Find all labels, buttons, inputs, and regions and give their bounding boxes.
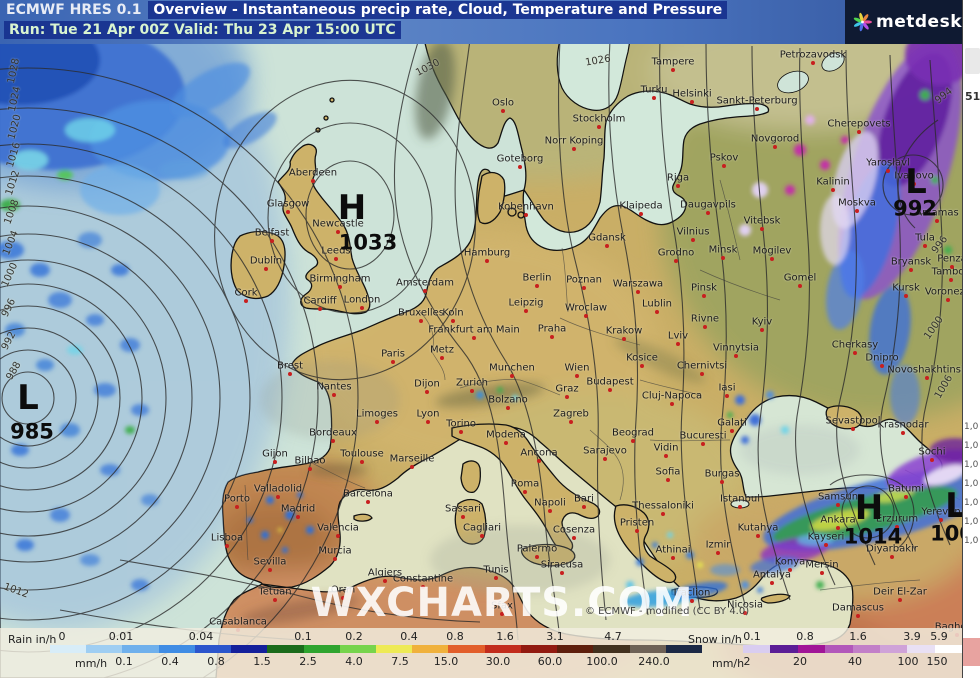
snow-legend-tick: 5.9 (930, 630, 948, 643)
rain-legend-unit: mm/h (75, 657, 108, 670)
corsica (460, 460, 481, 494)
copyright-text: © ECMWF - modified (CC BY 4.0) (585, 606, 750, 617)
metdesk-logo-text: metdesk (876, 12, 962, 32)
colorbar-segment (303, 645, 340, 653)
colorbar-segment (231, 645, 268, 653)
header-bar: ECMWF HRES 0.1 Overview - Instantaneous … (0, 0, 980, 44)
colorbar-segment (194, 645, 232, 653)
colorbar-segment (629, 645, 666, 653)
rain-legend-tick: 0.04 (188, 630, 214, 643)
rain-legend-tick: 0 (58, 630, 66, 643)
margin-list-fragment: 1,0 (964, 460, 979, 470)
rain-legend-tick: 100.0 (586, 655, 618, 668)
rain-legend-tick: 60.0 (537, 655, 563, 668)
rain-legend-tick: 4.0 (345, 655, 363, 668)
colorbar-segment (825, 645, 853, 653)
snow-legend-tick: 2 (743, 655, 751, 668)
colorbar-segment (557, 645, 594, 653)
rain-legend-tick: 4.7 (604, 630, 622, 643)
margin-list-fragment: 1,0 (964, 441, 979, 451)
rain-legend-tick: 0.01 (108, 630, 134, 643)
margin-list-fragment: 1,0 (964, 498, 979, 508)
colorbar-segment (797, 645, 826, 653)
run-line: Run: Tue 21 Apr 00Z Valid: Thu 23 Apr 15… (4, 21, 401, 39)
colorbar-segment (520, 645, 558, 653)
baltic-sea (522, 90, 770, 251)
colorbar-segment (50, 645, 87, 653)
chart-title: Overview - Instantaneous precip rate, Cl… (148, 1, 728, 19)
rain-colorbar (50, 645, 702, 653)
metdesk-logo: metdesk (845, 0, 962, 44)
snow-legend-tick: 3.9 (903, 630, 921, 643)
colorbar-segment (412, 645, 449, 653)
colorbar-segment (665, 645, 702, 653)
ireland (230, 230, 286, 300)
rain-legend-tick: 0.1 (115, 655, 133, 668)
britain (277, 143, 371, 315)
snow-legend-tick: 0.8 (796, 630, 814, 643)
colorbar-segment (593, 645, 630, 653)
snow-legend-tick: 20 (793, 655, 807, 668)
margin-list-fragment: 1,0 (964, 422, 979, 432)
snow-legend-tick: 0.1 (743, 630, 761, 643)
run-valid-text: Run: Tue 21 Apr 00Z Valid: Thu 23 Apr 15… (4, 21, 401, 39)
margin-list-fragment: 1,0 (964, 479, 979, 489)
rain-legend-tick: 0.4 (400, 630, 418, 643)
title-line: ECMWF HRES 0.1 Overview - Instantaneous … (4, 1, 728, 19)
rain-legend-tick: 1.6 (496, 630, 514, 643)
product-name: ECMWF HRES 0.1 (6, 2, 142, 18)
page-side-margin: 51 1,0 1,0 1,0 1,0 1,0 1,0 1,0 (962, 0, 980, 678)
snow-legend-unit: mm/h (712, 657, 745, 670)
colorbar-segment (852, 645, 880, 653)
colorbar-segment (158, 645, 195, 653)
cyprus (760, 593, 791, 604)
watermark: WXCHARTS.COM (310, 580, 694, 626)
rain-legend-tick: 0.8 (446, 630, 464, 643)
mallorca (353, 513, 373, 522)
colorbar-segment (339, 645, 376, 653)
colorbar-segment (375, 645, 413, 653)
colorbar-segment (86, 645, 123, 653)
colorbar-segment (448, 645, 485, 653)
margin-gray-block (965, 48, 980, 74)
colorbar-segment (770, 645, 798, 653)
snow-legend-title: Snow in/h (688, 633, 742, 646)
snow-legend-tick: 40 (848, 655, 862, 668)
snow-legend-tick: 100 (897, 655, 919, 668)
margin-list-fragment: 1,0 (964, 536, 979, 546)
rain-legend-tick: 30.0 (485, 655, 511, 668)
rain-legend-tick: 0.2 (345, 630, 363, 643)
metdesk-pinwheel-icon (853, 12, 872, 32)
margin-pink-fragment (963, 638, 980, 666)
colorbar-segment (934, 645, 962, 653)
colorbar-segment (907, 645, 935, 653)
rain-legend-tick: 2.5 (299, 655, 317, 668)
colorbar-segment (484, 645, 521, 653)
rain-legend-tick: 3.1 (546, 630, 564, 643)
legend-bar: Rain in/h mm/h Snow in/h mm/h 0 0.01 0.04 0… (0, 628, 980, 678)
rain-legend-tick: 240.0 (638, 655, 670, 668)
rain-legend-tick: 15.0 (433, 655, 459, 668)
snow-legend-tick: 150 (926, 655, 948, 668)
rain-legend-tick: 0.1 (294, 630, 312, 643)
colorbar-segment (743, 645, 771, 653)
italy (451, 423, 601, 553)
margin-list-fragment: 1,0 (964, 517, 979, 527)
colorbar-segment (879, 645, 908, 653)
snow-legend-tick: 1.6 (849, 630, 867, 643)
rain-legend-tick: 0.4 (161, 655, 179, 668)
denmark (476, 171, 506, 225)
margin-page-fragment: 51 (965, 90, 980, 103)
snow-colorbar (743, 645, 962, 653)
rain-legend-tick: 7.5 (391, 655, 409, 668)
precipitation-overlay (0, 15, 980, 607)
rain-legend-tick: 0.8 (207, 655, 225, 668)
colorbar-segment (267, 645, 304, 653)
greece (613, 504, 677, 584)
rain-legend-tick: 1.5 (253, 655, 271, 668)
rain-legend-title: Rain in/h (8, 633, 57, 646)
colorbar-segment (122, 645, 159, 653)
